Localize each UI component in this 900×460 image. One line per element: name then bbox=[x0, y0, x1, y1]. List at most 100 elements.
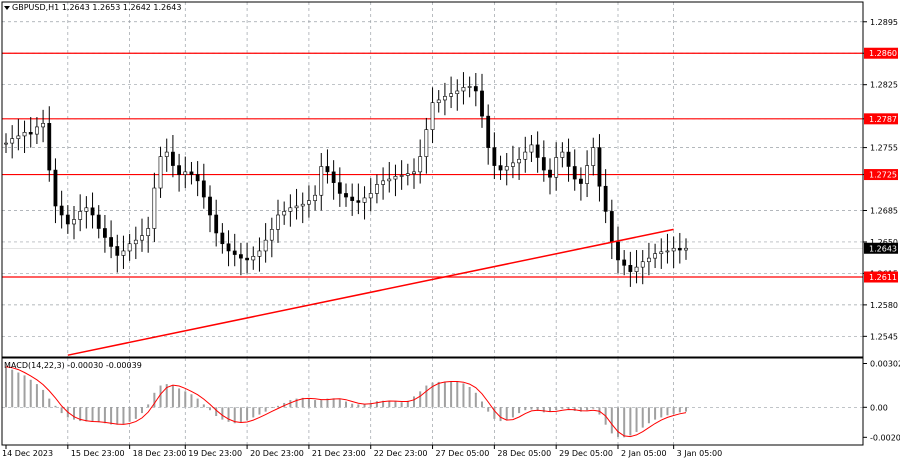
time-tick-label: 27 Dec 05:00 bbox=[436, 449, 490, 458]
price-tick-label: 1.2650 bbox=[870, 238, 898, 247]
candle-body bbox=[356, 200, 361, 203]
candle-body bbox=[480, 90, 484, 117]
candle-body bbox=[443, 96, 447, 101]
price-tick-label: 1.2825 bbox=[870, 81, 898, 90]
price-candles bbox=[4, 72, 688, 287]
current-price-badge-label: 1.2643 bbox=[869, 244, 897, 253]
candle-body bbox=[591, 147, 596, 166]
candle-body bbox=[393, 176, 398, 180]
price-tick-label: 1.2755 bbox=[870, 144, 898, 153]
candle-body bbox=[276, 214, 280, 230]
price-panel-frame bbox=[1, 1, 864, 358]
candle-body bbox=[498, 165, 503, 171]
candle-body bbox=[418, 156, 423, 173]
candle-body bbox=[579, 178, 583, 184]
candle-body bbox=[535, 144, 540, 158]
price-tick-label: 1.2685 bbox=[870, 207, 898, 216]
time-tick-label: 21 Dec 23:00 bbox=[312, 449, 366, 458]
candle-body bbox=[628, 265, 633, 272]
candle-body bbox=[665, 250, 670, 253]
candle-body bbox=[684, 247, 688, 251]
candle-body bbox=[313, 194, 317, 201]
candle-body bbox=[387, 178, 392, 182]
candle-body bbox=[634, 266, 639, 272]
candle-body bbox=[53, 169, 58, 207]
candle-body bbox=[10, 138, 15, 144]
candle-body bbox=[603, 185, 608, 212]
price-tick-label: 1.2895 bbox=[870, 18, 898, 27]
candle-body bbox=[28, 132, 33, 135]
candle-body bbox=[300, 203, 305, 207]
candle-body bbox=[467, 86, 472, 88]
candle-body bbox=[381, 180, 385, 185]
trendline-group bbox=[67, 228, 674, 356]
candle-body bbox=[96, 214, 101, 229]
candle-body bbox=[572, 166, 577, 180]
candle-body bbox=[288, 207, 293, 212]
macd-tick-label: -0.00207 bbox=[870, 433, 900, 442]
candle-body bbox=[164, 151, 169, 157]
candle-body bbox=[59, 205, 64, 216]
level-badge-bg bbox=[864, 47, 898, 59]
candle-body bbox=[189, 171, 194, 175]
candle-body bbox=[405, 173, 410, 176]
candle-body bbox=[35, 126, 39, 135]
candle-body bbox=[177, 165, 181, 175]
candle-body bbox=[78, 211, 83, 220]
candle-body bbox=[548, 169, 552, 178]
candle-body bbox=[554, 157, 559, 178]
candle-body bbox=[183, 171, 188, 175]
time-tick-label: 20 Dec 23:00 bbox=[250, 449, 304, 458]
current-price-badge-bg bbox=[864, 242, 898, 254]
ohlc-label: 1.2643 1.2653 1.2642 1.2643 bbox=[61, 3, 182, 12]
candle-body bbox=[152, 187, 157, 229]
candle-body bbox=[115, 246, 120, 256]
candle-body bbox=[368, 193, 373, 199]
candle-body bbox=[455, 90, 460, 94]
time-tick-label: 28 Dec 05:00 bbox=[497, 449, 551, 458]
candle-body bbox=[375, 184, 379, 194]
candle-body bbox=[449, 93, 453, 97]
candle-body bbox=[90, 207, 95, 216]
candle-body bbox=[16, 135, 21, 139]
macd-axis: 0.00302 0.00 -0.00207 bbox=[863, 360, 900, 442]
candle-body bbox=[399, 175, 404, 177]
candle-body bbox=[647, 257, 651, 263]
time-tick-label: 2 Jan 05:00 bbox=[621, 449, 667, 458]
level-badge-label: 1.2860 bbox=[869, 49, 897, 58]
candle-body bbox=[436, 99, 441, 103]
level-badge-label: 1.2725 bbox=[869, 171, 897, 180]
time-tick-label: 18 Dec 23:00 bbox=[133, 449, 187, 458]
candle-body bbox=[609, 211, 614, 243]
chart-header: GBPUSD,H1 1.2643 1.2653 1.2642 1.2643 bbox=[4, 3, 181, 12]
candle-body bbox=[640, 261, 645, 268]
dropdown-triangle-icon[interactable] bbox=[4, 5, 10, 10]
candle-body bbox=[220, 232, 225, 245]
time-tick-label: 29 Dec 05:00 bbox=[559, 449, 613, 458]
macd-tick-label: 0.00 bbox=[870, 403, 888, 412]
candle-body bbox=[158, 156, 163, 189]
candle-body bbox=[47, 123, 52, 171]
candle-body bbox=[171, 151, 175, 166]
candle-body bbox=[473, 86, 478, 92]
candle-body bbox=[103, 228, 107, 238]
symbol-label: GBPUSD,H1 bbox=[12, 3, 60, 12]
candle-body bbox=[127, 243, 132, 252]
candle-body bbox=[214, 214, 219, 234]
candle-body bbox=[430, 102, 435, 130]
candle-body bbox=[4, 142, 8, 145]
candle-body bbox=[566, 151, 571, 167]
candle-body bbox=[337, 182, 342, 194]
candle-body bbox=[232, 250, 237, 255]
candle-body bbox=[622, 259, 627, 266]
candle-body bbox=[653, 253, 657, 259]
candle-body bbox=[350, 196, 355, 201]
candle-body bbox=[133, 239, 138, 245]
level-badge-bg bbox=[864, 113, 898, 125]
candle-body bbox=[257, 250, 262, 257]
time-tick-label: 15 Dec 23:00 bbox=[71, 449, 125, 458]
level-badge-bg bbox=[864, 271, 898, 283]
candle-body bbox=[560, 151, 565, 158]
candle-body bbox=[331, 171, 336, 183]
